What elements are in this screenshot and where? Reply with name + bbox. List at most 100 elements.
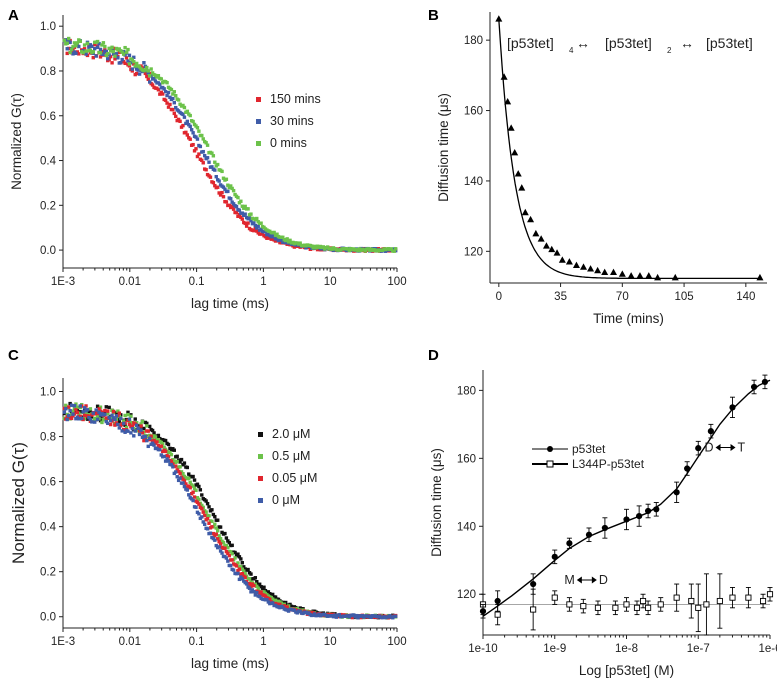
panel-c-point-1	[204, 499, 208, 503]
panel-c-point-1	[236, 552, 240, 556]
panel-c-point-4	[69, 403, 74, 407]
panel-b-point	[594, 266, 602, 274]
panel-c-point-4	[292, 608, 297, 613]
panel-c-point-2	[221, 540, 226, 545]
panel-a-point-3	[117, 47, 122, 51]
panel-c-point-3	[84, 404, 88, 408]
panel-a-point-1	[192, 149, 197, 153]
panel-c-point-4	[174, 470, 178, 474]
panel-c-point-2	[123, 413, 127, 418]
panel-c-point-3	[210, 525, 214, 529]
panel-a-point-2	[172, 101, 176, 105]
panel-c-point-4	[189, 497, 194, 501]
panel-c-point-1	[259, 584, 263, 589]
panel-a-point-1	[124, 56, 129, 60]
panel-c-point-4	[106, 421, 110, 426]
panel-a-point-1	[132, 62, 136, 66]
panel-b-point	[504, 97, 512, 105]
panel-a-point-3	[150, 71, 155, 75]
panel-c-point-1	[268, 592, 272, 596]
panel-c-point-4	[239, 575, 243, 579]
panel-a-point-3	[242, 206, 246, 210]
panel-c-point-1	[182, 461, 187, 465]
panel-c-point-4	[87, 415, 91, 420]
panel-c-point-1	[210, 508, 214, 512]
panel-c-point-4	[270, 601, 275, 605]
panel-d-p53tet-point	[673, 489, 680, 496]
panel-c-legend-marker-1	[258, 432, 263, 437]
panel-a-point-1	[184, 130, 188, 135]
panel-c-point-4	[77, 417, 81, 421]
panel-a-point-1	[150, 83, 155, 87]
panel-c-point-1	[156, 433, 161, 438]
panel-c-point-1	[179, 457, 184, 462]
panel-c-point-1	[223, 531, 227, 536]
panel-a-point-1	[230, 204, 234, 208]
panel-d-l344p-point	[695, 604, 702, 611]
panel-a-point-1	[244, 224, 249, 228]
panel-b-species-3: [p53tet]	[706, 35, 753, 51]
panel-a-point-3	[200, 133, 204, 138]
panel-c-point-4	[281, 605, 285, 609]
panel-a-x-tick-label: 1	[260, 276, 266, 288]
panel-a-point-3	[82, 43, 87, 47]
panel-d-p53tet-point	[684, 465, 691, 472]
panel-c-point-4	[90, 420, 94, 424]
panel-c-point-1	[242, 565, 246, 569]
panel-c-point-1	[233, 550, 237, 555]
panel-b-x-tick-label: 140	[736, 291, 755, 303]
panel-a-point-1	[227, 203, 231, 208]
panel-a-point-2	[229, 197, 233, 201]
panel-b-y-tick-label: 120	[464, 246, 483, 258]
panel-a-x-tick-label: 1E-3	[51, 276, 75, 288]
panel-c-point-4	[255, 590, 259, 595]
panel-a-point-3	[249, 212, 253, 216]
panel-a-point-1	[91, 55, 95, 60]
panel-d-x-tick-label: 1e-8	[615, 643, 638, 655]
panel-c-point-3	[159, 444, 163, 448]
panel-c-point-3	[227, 553, 231, 558]
panel-a-point-1	[197, 152, 201, 156]
panel-c-point-4	[231, 568, 236, 572]
panel-c-point-2	[207, 514, 211, 518]
panel-a-point-2	[304, 246, 308, 250]
panel-c-point-2	[194, 488, 198, 493]
panel-d-l344p-point	[729, 594, 736, 601]
panel-c-point-4	[236, 571, 240, 576]
panel-c-point-4	[201, 520, 205, 524]
panel-b-point	[756, 273, 764, 281]
panel-a-point-3	[185, 109, 190, 114]
panel-c-legend-label-2: 0.5 μM	[272, 449, 310, 463]
panel-c-point-4	[119, 416, 123, 421]
panel-c-point-2	[95, 413, 100, 418]
panel-c-point-4	[249, 590, 253, 594]
panel-c-point-2	[121, 419, 126, 423]
panel-a-point-3	[191, 119, 195, 124]
panel-c-point-4	[103, 412, 107, 417]
panel-a-point-3	[272, 230, 276, 235]
panel-c-point-4	[110, 413, 114, 418]
panel-a-point-2	[202, 153, 207, 158]
panel-d-x-tick-label: 1e-9	[543, 643, 566, 655]
panel-a-point-3	[243, 204, 247, 209]
panel-c-point-4	[252, 589, 256, 594]
panel-c-point-4	[295, 611, 299, 615]
panel-a-point-3	[363, 249, 367, 253]
panel-a-point-2	[185, 119, 190, 124]
panel-d-annotation-1-right: D	[599, 573, 608, 587]
panel-a-point-1	[130, 69, 135, 73]
panel-d-l344p-point	[716, 597, 723, 605]
panel-c-point-4	[229, 563, 233, 568]
panel-a-point-3	[110, 45, 114, 49]
panel-a-point-2	[71, 52, 75, 56]
panel-a-point-3	[310, 244, 314, 248]
panel-c-point-1	[104, 405, 108, 409]
panel-c-point-4	[68, 409, 72, 413]
panel-c-point-1	[95, 404, 100, 408]
panel-a-point-2	[162, 87, 166, 91]
panel-b-x-tick-label: 0	[496, 291, 502, 303]
panel-c-point-4	[165, 457, 169, 461]
panel-b-point	[521, 208, 529, 216]
panel-c-point-4	[237, 577, 242, 582]
panel-c-point-3	[249, 584, 253, 589]
